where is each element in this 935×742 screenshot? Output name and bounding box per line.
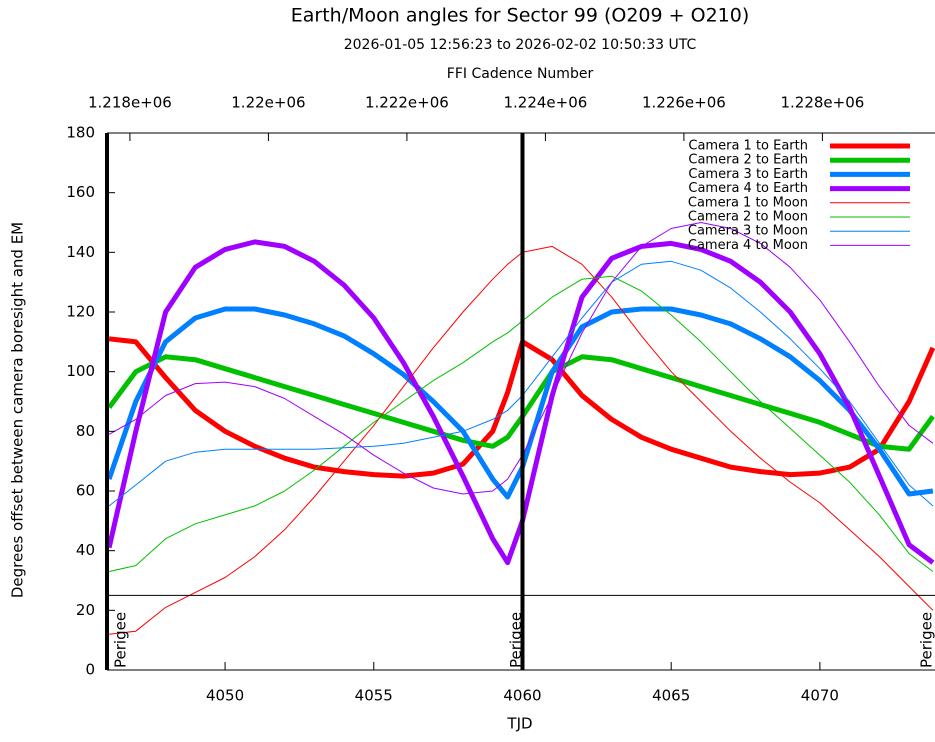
x2-tick-label: 1.22e+06 [231,94,305,112]
legend-label: Camera 3 to Earth [688,167,808,182]
series-line [108,275,934,572]
legend-label: Camera 2 to Moon [688,210,808,225]
x-tick-label: 4060 [503,687,541,705]
legend-label: Camera 1 to Moon [688,195,808,210]
y-axis-label: Degrees offset between camera boresight … [9,222,27,598]
perigee-label: Perigee [111,612,129,668]
series-line [108,336,935,479]
plot-area [107,222,935,635]
legend-label: Camera 2 to Earth [688,153,808,168]
y-tick-label: 0 [85,661,95,679]
x2-tick-label: 1.222e+06 [365,94,449,112]
legend-label: Camera 4 to Earth [688,181,808,196]
x2-tick-label: 1.218e+06 [88,94,172,112]
legend-label: Camera 4 to Moon [688,238,808,253]
y-tick-label: 60 [76,482,95,500]
x2-axis-label: FFI Cadence Number [447,66,594,82]
x-axis-label: TJD [506,715,532,733]
y-tick-label: 180 [66,124,95,142]
x-tick-label: 4050 [206,687,244,705]
y-tick-label: 120 [66,303,95,321]
legend-label: Camera 1 to Earth [688,139,808,154]
chart-subtitle: 2026-01-05 12:56:23 to 2026-02-02 10:50:… [344,37,697,53]
x-tick-label: 4065 [652,687,690,705]
series-line [108,222,934,495]
x2-tick-label: 1.224e+06 [503,94,587,112]
x2-tick-label: 1.226e+06 [642,94,726,112]
y-tick-label: 20 [76,601,95,619]
x2-tick-label: 1.228e+06 [780,94,864,112]
series-line [108,260,934,507]
chart-title: Earth/Moon angles for Sector 99 (O209 + … [291,5,750,27]
x-tick-label: 4070 [801,687,839,705]
y-tick-label: 80 [76,422,95,440]
series-line [107,306,934,500]
legend-label: Camera 3 to Moon [688,224,808,239]
perigee-label: Perigee [507,612,525,668]
x-tick-label: 4055 [355,687,393,705]
series-line [107,239,935,566]
series-line [109,245,934,635]
y-tick-label: 100 [66,362,95,380]
perigee-label: Perigee [917,612,935,668]
series-line [107,354,935,452]
y-tick-label: 160 [66,183,95,201]
y-tick-label: 40 [76,541,95,559]
y-tick-label: 140 [66,243,95,261]
